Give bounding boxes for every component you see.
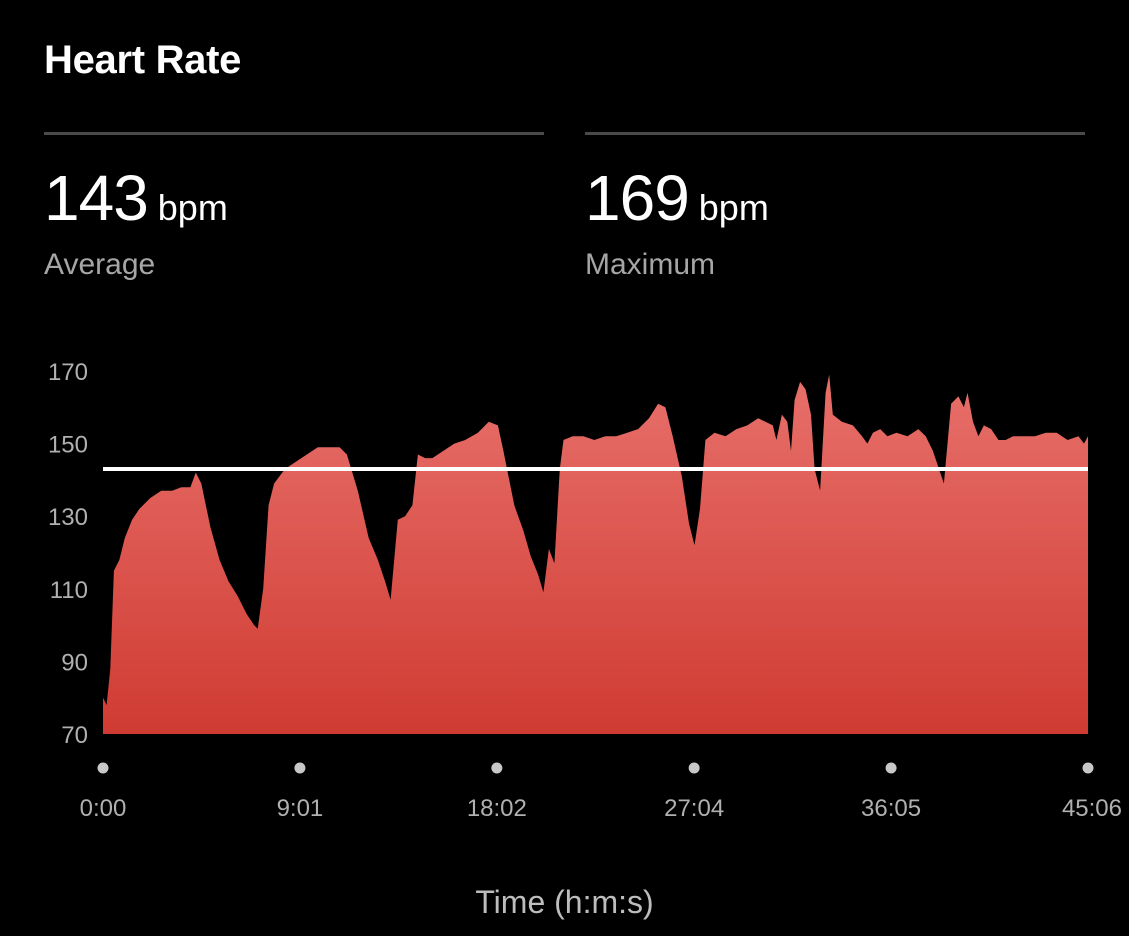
y-tick-label: 110 (50, 577, 88, 604)
heart-rate-area (103, 374, 1088, 734)
x-tick-label: 36:05 (861, 795, 921, 822)
y-tick-label: 90 (61, 649, 88, 676)
average-divider (44, 132, 544, 135)
y-tick-label: 130 (48, 504, 88, 531)
maximum-stat: 169 bpm Maximum (585, 166, 769, 282)
x-tick-label: 9:01 (277, 795, 324, 822)
x-tick-dot (688, 762, 700, 774)
x-tick-label: 45:06 (1062, 795, 1122, 822)
average-unit: bpm (157, 187, 228, 228)
x-tick-dot (491, 762, 503, 774)
maximum-divider (585, 132, 1085, 135)
y-tick-label: 150 (48, 432, 88, 459)
x-tick-label: 27:04 (664, 795, 724, 822)
maximum-unit: bpm (698, 187, 769, 228)
x-tick-dot (97, 762, 109, 774)
maximum-label: Maximum (585, 248, 716, 281)
y-tick-label: 70 (61, 722, 88, 749)
average-value: 143 (44, 162, 149, 234)
x-tick-dot (885, 762, 897, 774)
page-title: Heart Rate (44, 38, 242, 82)
y-axis: 70 90 110 130 150 170 (48, 359, 88, 749)
maximum-value: 169 (585, 162, 690, 234)
x-tick-label: 0:00 (80, 795, 127, 822)
x-tick-label: 18:02 (467, 795, 527, 822)
x-tick-dot (1082, 762, 1094, 774)
x-axis: 0:00 9:01 18:02 27:04 36:05 45:06 (80, 762, 1122, 822)
y-tick-label: 170 (48, 359, 88, 386)
x-axis-title: Time (h:m:s) (475, 884, 654, 920)
average-label: Average (44, 248, 156, 281)
average-stat: 143 bpm Average (44, 166, 228, 282)
x-tick-dot (294, 762, 306, 774)
heart-rate-chart: 70 90 110 130 150 170 0:00 9:01 18:02 27:04 36:05… (48, 359, 1122, 822)
